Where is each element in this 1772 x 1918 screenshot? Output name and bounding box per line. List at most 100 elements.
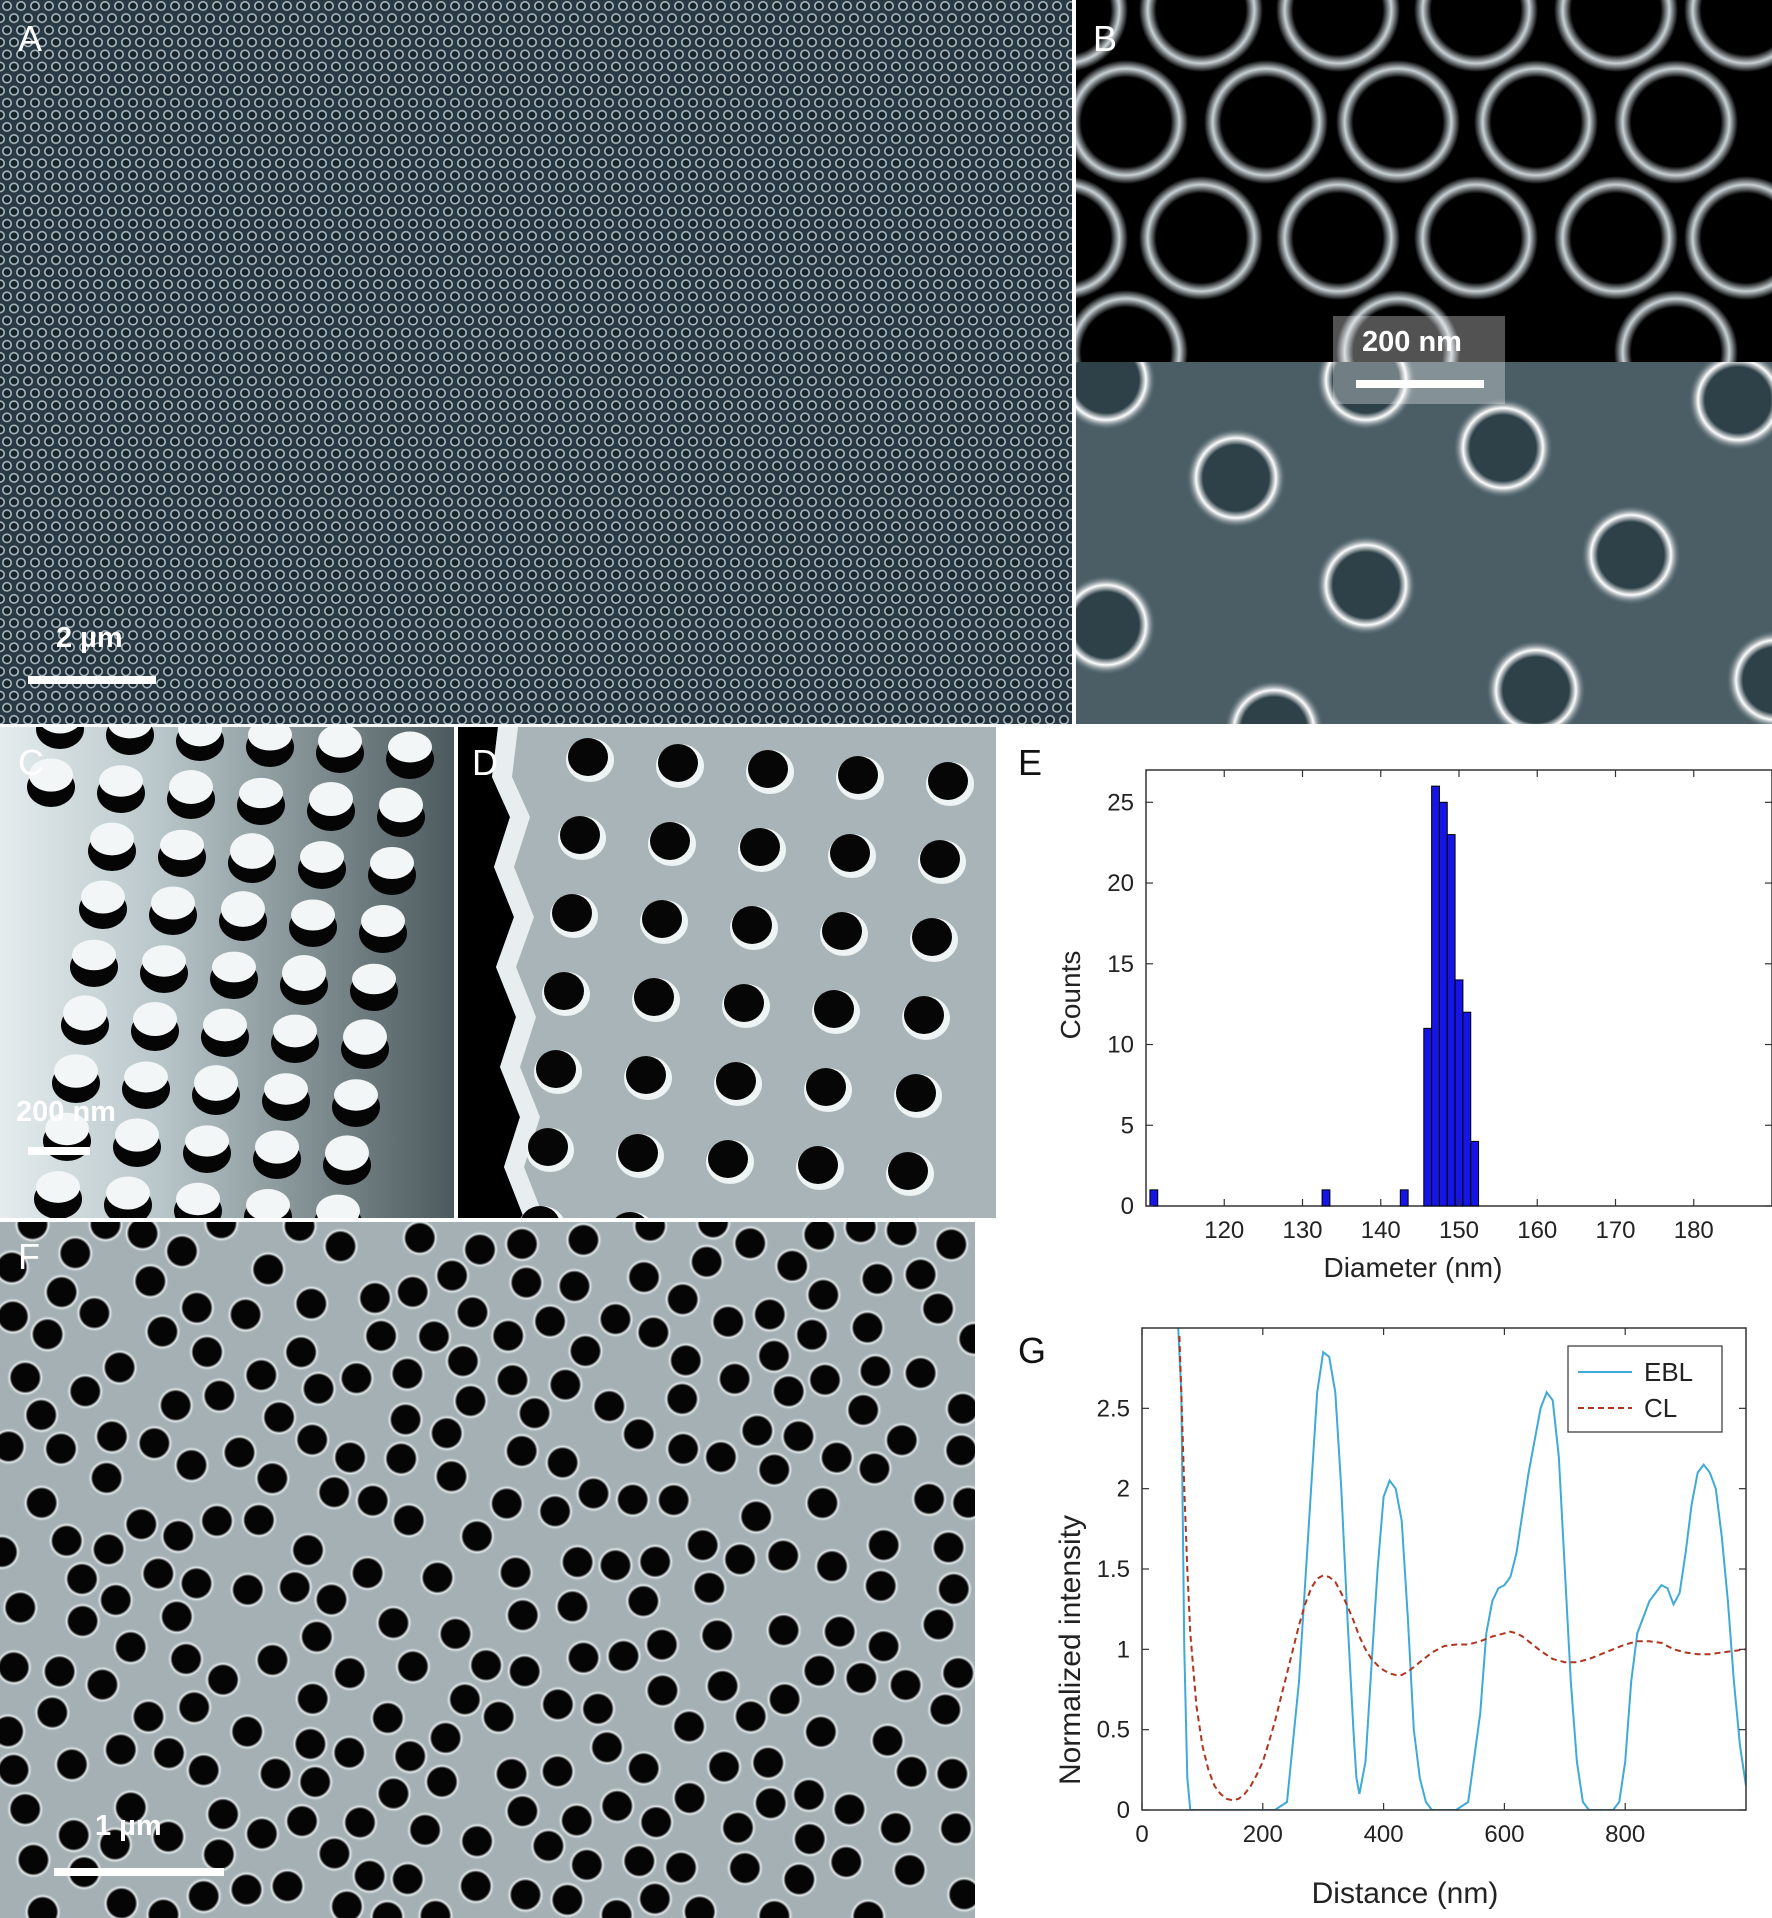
hole <box>531 1302 570 1341</box>
hole <box>937 1809 975 1848</box>
hole <box>368 1898 407 1918</box>
sem-pillar-array-tilted <box>0 727 454 1218</box>
hole <box>282 1333 321 1372</box>
hole <box>939 1654 975 1693</box>
hole <box>451 1382 490 1420</box>
hole <box>596 1546 635 1585</box>
hole <box>293 1679 332 1718</box>
pillar-top <box>160 829 204 861</box>
hole <box>620 1842 659 1881</box>
hole <box>634 1313 673 1352</box>
pillar-top <box>334 1079 378 1111</box>
x-tick-label-g: 0 <box>1135 1821 1148 1848</box>
hole <box>87 1458 126 1497</box>
hole <box>643 1671 682 1710</box>
hole <box>14 1840 53 1879</box>
hole <box>6 1790 45 1829</box>
hole <box>933 1754 972 1793</box>
pillar-top <box>309 781 353 817</box>
hole <box>564 1638 603 1677</box>
hole <box>23 1893 62 1918</box>
hole <box>492 1755 531 1793</box>
hole <box>708 1140 748 1178</box>
hole <box>567 1845 606 1884</box>
hole <box>748 750 788 788</box>
hole <box>806 1068 846 1106</box>
pillar-shadow <box>36 727 84 749</box>
hole <box>926 1690 965 1729</box>
pillar-top <box>300 841 344 873</box>
hole <box>400 1222 439 1257</box>
hole <box>564 1222 603 1259</box>
pillar-top <box>361 904 405 938</box>
hole <box>393 1272 432 1311</box>
hole <box>96 1581 135 1619</box>
hole <box>280 1222 319 1245</box>
hole <box>703 1667 742 1705</box>
hole <box>226 1295 265 1334</box>
hole <box>1 1588 40 1627</box>
hole <box>389 1501 428 1540</box>
hole <box>920 840 960 878</box>
pillar-top <box>63 995 107 1031</box>
hole <box>331 1438 370 1477</box>
hole <box>150 1734 188 1773</box>
hole <box>353 1481 392 1520</box>
hole <box>13 1222 52 1244</box>
hole <box>184 1751 223 1790</box>
hole <box>892 1752 931 1791</box>
hole <box>751 1784 790 1823</box>
hole <box>315 1473 354 1512</box>
hole <box>755 1336 793 1375</box>
hole <box>558 1543 597 1582</box>
hole <box>330 1654 369 1693</box>
hole <box>123 1222 162 1253</box>
hole <box>253 1641 292 1679</box>
hole <box>680 1892 719 1918</box>
hole <box>388 1354 427 1393</box>
y-tick-label-g: 1.5 <box>1097 1556 1130 1583</box>
hole <box>56 1234 95 1273</box>
hole <box>919 1289 958 1328</box>
hole <box>493 1361 532 1400</box>
hole <box>63 1560 101 1598</box>
hole <box>249 1250 288 1289</box>
x-tick-label-g: 200 <box>1243 1821 1283 1848</box>
hole <box>321 1227 360 1266</box>
y-tick-label-e: 10 <box>1107 1032 1134 1059</box>
hole <box>66 1372 105 1411</box>
hole <box>391 1737 430 1776</box>
x-tick-label-g: 600 <box>1484 1821 1524 1848</box>
hole <box>955 1319 975 1358</box>
hole <box>844 1391 883 1429</box>
pillar-top <box>124 1061 168 1093</box>
pillar-top <box>36 1171 80 1203</box>
hole <box>227 1870 266 1909</box>
hole <box>904 996 944 1034</box>
hole <box>6 1358 45 1397</box>
hole <box>253 1459 292 1498</box>
hole <box>919 1605 958 1644</box>
hole <box>487 1484 526 1523</box>
hole <box>662 1848 700 1887</box>
hole <box>755 1450 794 1489</box>
hole <box>624 1749 663 1788</box>
panel-a-image <box>0 0 1072 724</box>
hole <box>122 1505 161 1544</box>
pillar-top <box>230 833 274 869</box>
hole <box>670 1707 709 1746</box>
ylabel-e: Counts <box>1055 951 1086 1040</box>
hole <box>89 1530 128 1569</box>
hole <box>200 1376 239 1415</box>
y-tick-label-g: 1 <box>1117 1636 1130 1663</box>
hole <box>341 1803 379 1842</box>
hole <box>86 1222 125 1244</box>
pillar-top <box>185 1125 229 1157</box>
pillar-top <box>151 886 195 920</box>
hole <box>507 1263 546 1302</box>
pillar-top <box>264 1073 308 1105</box>
hole <box>801 1712 840 1751</box>
pillar-top <box>169 770 213 804</box>
hole <box>415 1317 453 1356</box>
hole <box>790 1775 828 1814</box>
